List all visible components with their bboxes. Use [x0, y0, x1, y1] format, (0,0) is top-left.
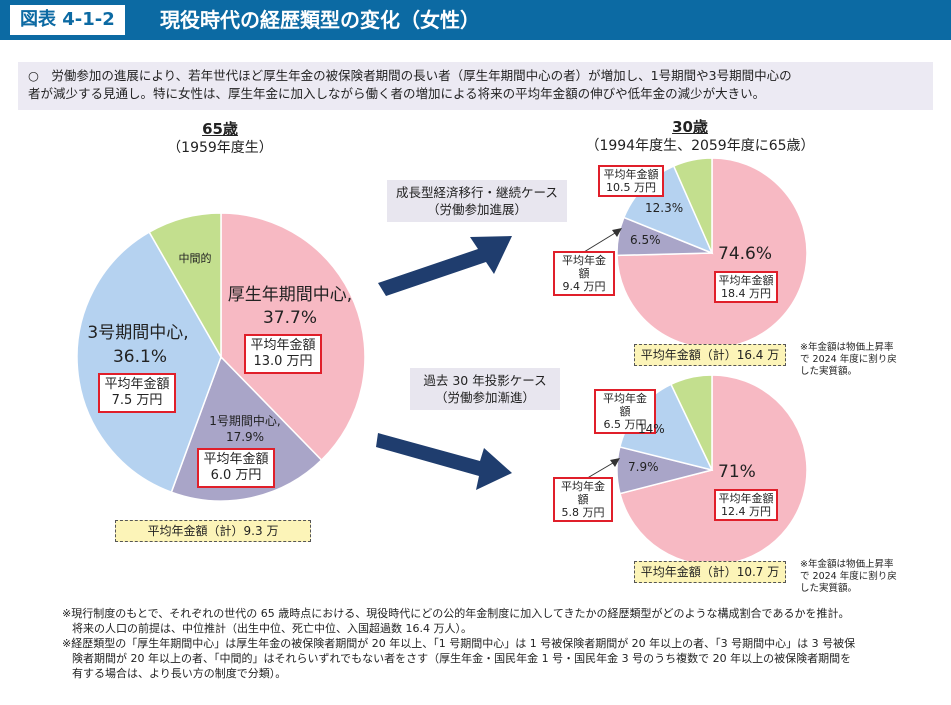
footnote-2-line2: 険者期間が 20 年以上の者、「中間的」はそれらいずれでもない者をさす（厚生年金… [72, 652, 852, 665]
summary-line-2: 者が減少する見通し。特に女性は、厚生年金に加入しながら働く者の増加による将来の平… [28, 86, 766, 101]
br-box-ichigo-label: 平均年金額 [561, 480, 605, 506]
left-box-kosei-label: 平均年金額 [250, 338, 316, 353]
tr-box-ichigo-value: 9.4 万円 [562, 280, 606, 293]
br-box-kosei-label: 平均年金額 [718, 492, 774, 505]
br-pct-sango-value: 14 [638, 422, 654, 436]
left-pct-sango: 36.1% [112, 347, 167, 367]
tr-box-sango-value: 10.5 万円 [606, 181, 656, 194]
pointer-line-top [583, 229, 621, 253]
br-total: 平均年金額（計）10.7 万 [634, 561, 786, 583]
price-note-lower-2: で 2024 年度に割り戻 [800, 571, 897, 582]
left-pct-ichigo-value: 17.9 [225, 430, 253, 444]
tr-total: 平均年金額（計）16.4 万 [634, 344, 786, 366]
br-pct-kosei: 71% [718, 462, 756, 482]
br-box-ichigo: 平均年金額 5.8 万円 [553, 477, 613, 522]
left-label-chukan: 中間的 [178, 252, 212, 265]
price-note-upper-2: で 2024 年度に割り戻 [800, 354, 897, 365]
left-pct-kosei-value: 37.7 [262, 308, 301, 328]
tr-box-kosei: 平均年金額 18.4 万円 [714, 271, 778, 303]
left-subheading: （1959年度生） [167, 140, 273, 156]
figure-number: 図表 4-1-2 [10, 5, 125, 35]
figure-title: 現役時代の経歴類型の変化（女性） [160, 8, 480, 32]
tr-pct-sango-value: 12.3 [645, 201, 672, 215]
tr-box-kosei-label: 平均年金額 [718, 274, 774, 287]
br-box-sango-value: 6.5 万円 [603, 418, 647, 431]
br-box-kosei-value: 12.4 万円 [721, 505, 771, 518]
tr-box-sango-label: 平均年金額 [603, 168, 659, 181]
br-pct-ichigo-value: 7.9 [628, 460, 648, 474]
footnote-2-line3: 有する場合は、より長い方の制度で分類）。 [72, 667, 287, 680]
left-label-sango: 3号期間中心, [78, 322, 198, 344]
br-box-ichigo-value: 5.8 万円 [561, 506, 605, 519]
left-box-ichigo: 平均年金額 6.0 万円 [197, 448, 275, 488]
left-box-sango: 平均年金額 7.5 万円 [98, 373, 176, 413]
left-total: 平均年金額（計）9.3 万 [115, 520, 311, 542]
case-upper-line1: 成長型経済移行・継続ケース [396, 185, 558, 200]
tr-slice-chukan [672, 157, 713, 254]
br-pct-sango: 14% [638, 422, 665, 436]
tr-box-kosei-value: 18.4 万円 [721, 287, 771, 300]
right-subheading: （1994年度生、2059年度に65歳） [585, 138, 815, 154]
left-box-kosei: 平均年金額 13.0 万円 [244, 334, 322, 374]
br-box-sango: 平均年金額 6.5 万円 [594, 389, 656, 434]
right-heading: 30歳 [672, 118, 708, 136]
comma: , [183, 323, 189, 343]
left-slice-chukan [148, 212, 222, 360]
summary-box: ○ 労働参加の進展により、若年世代ほど厚生年金の被保険者期間の長い者（厚生年期間… [18, 62, 933, 110]
price-note-upper-3: した実質額。 [800, 366, 858, 377]
case-box-lower: 過去 30 年投影ケース （労働参加漸進） [410, 368, 560, 410]
left-label-kosei: 厚生年期間中心, [225, 284, 355, 306]
left-box-ichigo-value: 6.0 万円 [210, 468, 262, 483]
br-pct-ichigo: 7.9% [628, 460, 659, 474]
left-label-sango-name: 3号期間中心 [87, 323, 184, 343]
left-slice-sango [76, 231, 222, 494]
left-box-kosei-value: 13.0 万円 [253, 354, 313, 369]
summary-line-1: ○ 労働参加の進展により、若年世代ほど厚生年金の被保険者期間の長い者（厚生年期間… [28, 68, 792, 83]
left-box-ichigo-label: 平均年金額 [203, 452, 269, 467]
left-pct-ichigo: 17.9% [225, 430, 265, 444]
price-note-upper-1: ※年金額は物価上昇率 [800, 342, 894, 353]
tr-pct-ichigo-value: 6.5 [630, 233, 650, 247]
br-box-sango-label: 平均年金額 [603, 392, 647, 418]
arrow-upper [378, 236, 512, 296]
pointer-line-bottom [583, 459, 619, 481]
left-box-sango-value: 7.5 万円 [111, 393, 163, 408]
br-box-kosei: 平均年金額 12.4 万円 [714, 489, 778, 521]
pointer-head-bottom [610, 458, 620, 467]
price-note-lower-3: した実質額。 [800, 583, 858, 594]
footnote-2-line1: ※経歴類型の「厚生年期間中心」は厚生年金の被保険者期間が 20 年以上、「1 号… [62, 637, 856, 650]
case-box-upper: 成長型経済移行・継続ケース （労働参加進展） [387, 180, 567, 222]
case-lower-line1: 過去 30 年投影ケース [423, 373, 547, 388]
header-bar [0, 0, 951, 40]
tr-pct-sango: 12.3% [645, 201, 684, 215]
left-heading: 65歳 [202, 120, 238, 138]
comma: , [276, 414, 281, 428]
left-pct-sango-value: 36.1 [112, 347, 151, 367]
left-label-ichigo-name: 1号期間中心 [209, 414, 277, 428]
pointer-head-top [612, 228, 622, 237]
footnote-1-line1: ※現行制度のもとで、それぞれの世代の 65 歳時点における、現役時代にどの公的年… [62, 607, 850, 620]
left-label-ichigo: 1号期間中心, [195, 414, 295, 429]
case-upper-line2: （労働参加進展） [426, 202, 527, 217]
tr-pct-kosei: 74.6% [718, 244, 773, 264]
price-note-upper: ※年金額は物価上昇率 で 2024 年度に割り戻 した実質額。 [800, 342, 920, 378]
br-pct-kosei-value: 71 [718, 462, 740, 482]
left-pct-kosei: 37.7% [262, 308, 317, 328]
price-note-lower-1: ※年金額は物価上昇率 [800, 559, 894, 570]
footnotes: ※現行制度のもとで、それぞれの世代の 65 歳時点における、現役時代にどの公的年… [62, 606, 942, 681]
tr-box-sango: 平均年金額 10.5 万円 [598, 165, 664, 197]
tr-pct-kosei-value: 74.6 [718, 244, 756, 264]
case-lower-line2: （労働参加漸進） [434, 390, 535, 405]
tr-box-ichigo: 平均年金額 9.4 万円 [553, 251, 615, 296]
br-slice-chukan [670, 374, 713, 471]
footnote-1-line2: 将来の人口の前提は、中位推計（出生中位、死亡中位、入国超過数 16.4 万人）。 [72, 622, 472, 635]
arrow-lower [376, 433, 512, 490]
left-box-sango-label: 平均年金額 [104, 377, 170, 392]
tr-pct-ichigo: 6.5% [630, 233, 661, 247]
price-note-lower: ※年金額は物価上昇率 で 2024 年度に割り戻 した実質額。 [800, 559, 920, 595]
left-label-kosei-name: 厚生年期間中心 [227, 285, 347, 305]
tr-box-ichigo-label: 平均年金額 [562, 254, 606, 280]
comma: , [346, 285, 353, 305]
